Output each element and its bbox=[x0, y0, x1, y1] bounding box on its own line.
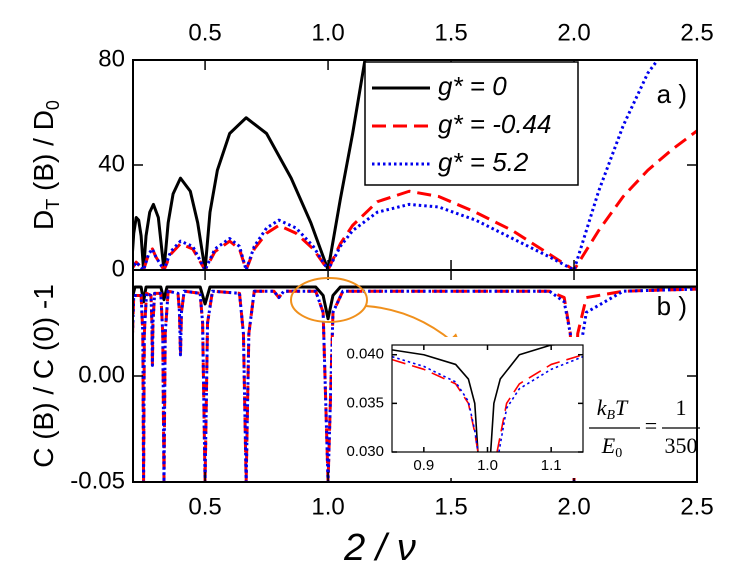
x-tick-label: 2.5 bbox=[680, 493, 713, 520]
y-axis-label-part: (B) / D bbox=[28, 110, 59, 199]
series-group bbox=[392, 345, 583, 452]
x-tick-label: 2.0 bbox=[557, 19, 590, 46]
series-line bbox=[392, 355, 583, 452]
x-tick-label: 2.5 bbox=[680, 19, 713, 46]
x-tick-label: 1.0 bbox=[311, 493, 344, 520]
x-tick-label: 1.5 bbox=[434, 19, 467, 46]
note-subscript: B bbox=[606, 408, 615, 423]
highlight-ellipse bbox=[290, 277, 368, 323]
x-axis-label: 2 / ν bbox=[343, 527, 416, 569]
y-axis-label-subscript: T bbox=[43, 199, 63, 210]
x-tick-label: 1.1 bbox=[541, 457, 562, 474]
y-axis-label-subscript: 0 bbox=[43, 100, 63, 110]
series-line bbox=[133, 60, 659, 270]
panel-label: a ) bbox=[657, 79, 687, 109]
inset-background bbox=[332, 337, 589, 478]
y-tick-label: 0 bbox=[112, 255, 125, 282]
x-tick-label: 1.5 bbox=[434, 493, 467, 520]
x-tick-label: 0.9 bbox=[413, 457, 434, 474]
y-axis-label-part: C (B) / C (0) -1 bbox=[28, 284, 59, 468]
x-tick-label: 0.5 bbox=[188, 19, 221, 46]
y-axis-label: C (B) / C (0) -1 bbox=[28, 284, 59, 468]
series-line bbox=[133, 287, 697, 482]
series-line bbox=[133, 285, 697, 321]
y-axis-label: DT (B) / D0 bbox=[28, 100, 62, 230]
x-tick-label: 1.0 bbox=[477, 457, 498, 474]
series-line bbox=[133, 60, 367, 270]
legend-label: g* = 5.2 bbox=[438, 147, 529, 177]
series-line bbox=[133, 129, 697, 270]
note-part: T bbox=[615, 395, 629, 420]
note-part: k bbox=[597, 395, 608, 420]
y-tick-label: 0.00 bbox=[78, 361, 125, 388]
series-line bbox=[392, 353, 583, 452]
legend-label: g* = -0.44 bbox=[438, 109, 551, 139]
y-tick-label: 0.030 bbox=[346, 443, 384, 460]
series-group bbox=[133, 285, 697, 482]
note-denominator: E0 bbox=[601, 433, 622, 461]
panel-label: b ) bbox=[657, 291, 687, 321]
x-tick-label: 2.0 bbox=[557, 493, 590, 520]
note-rhs-denominator: 350 bbox=[665, 433, 698, 458]
series-line bbox=[392, 345, 565, 452]
note-equals: = bbox=[645, 413, 657, 438]
x-tick-label: 1.0 bbox=[311, 19, 344, 46]
note-subscript: 0 bbox=[615, 446, 622, 461]
y-tick-label: 80 bbox=[98, 45, 125, 72]
note-part: E bbox=[601, 433, 616, 458]
y-tick-label: -0.05 bbox=[70, 467, 125, 494]
y-tick-label: 0.035 bbox=[346, 394, 384, 411]
series-group bbox=[133, 60, 697, 270]
x-tick-label: 0.5 bbox=[188, 493, 221, 520]
note-numerator: kBT bbox=[597, 395, 629, 423]
note-rhs-numerator: 1 bbox=[676, 395, 687, 420]
y-axis-label-part: D bbox=[28, 210, 59, 230]
y-tick-label: 40 bbox=[98, 150, 125, 177]
legend-label: g* = 0 bbox=[438, 71, 507, 101]
y-tick-label: 0.040 bbox=[346, 346, 384, 363]
